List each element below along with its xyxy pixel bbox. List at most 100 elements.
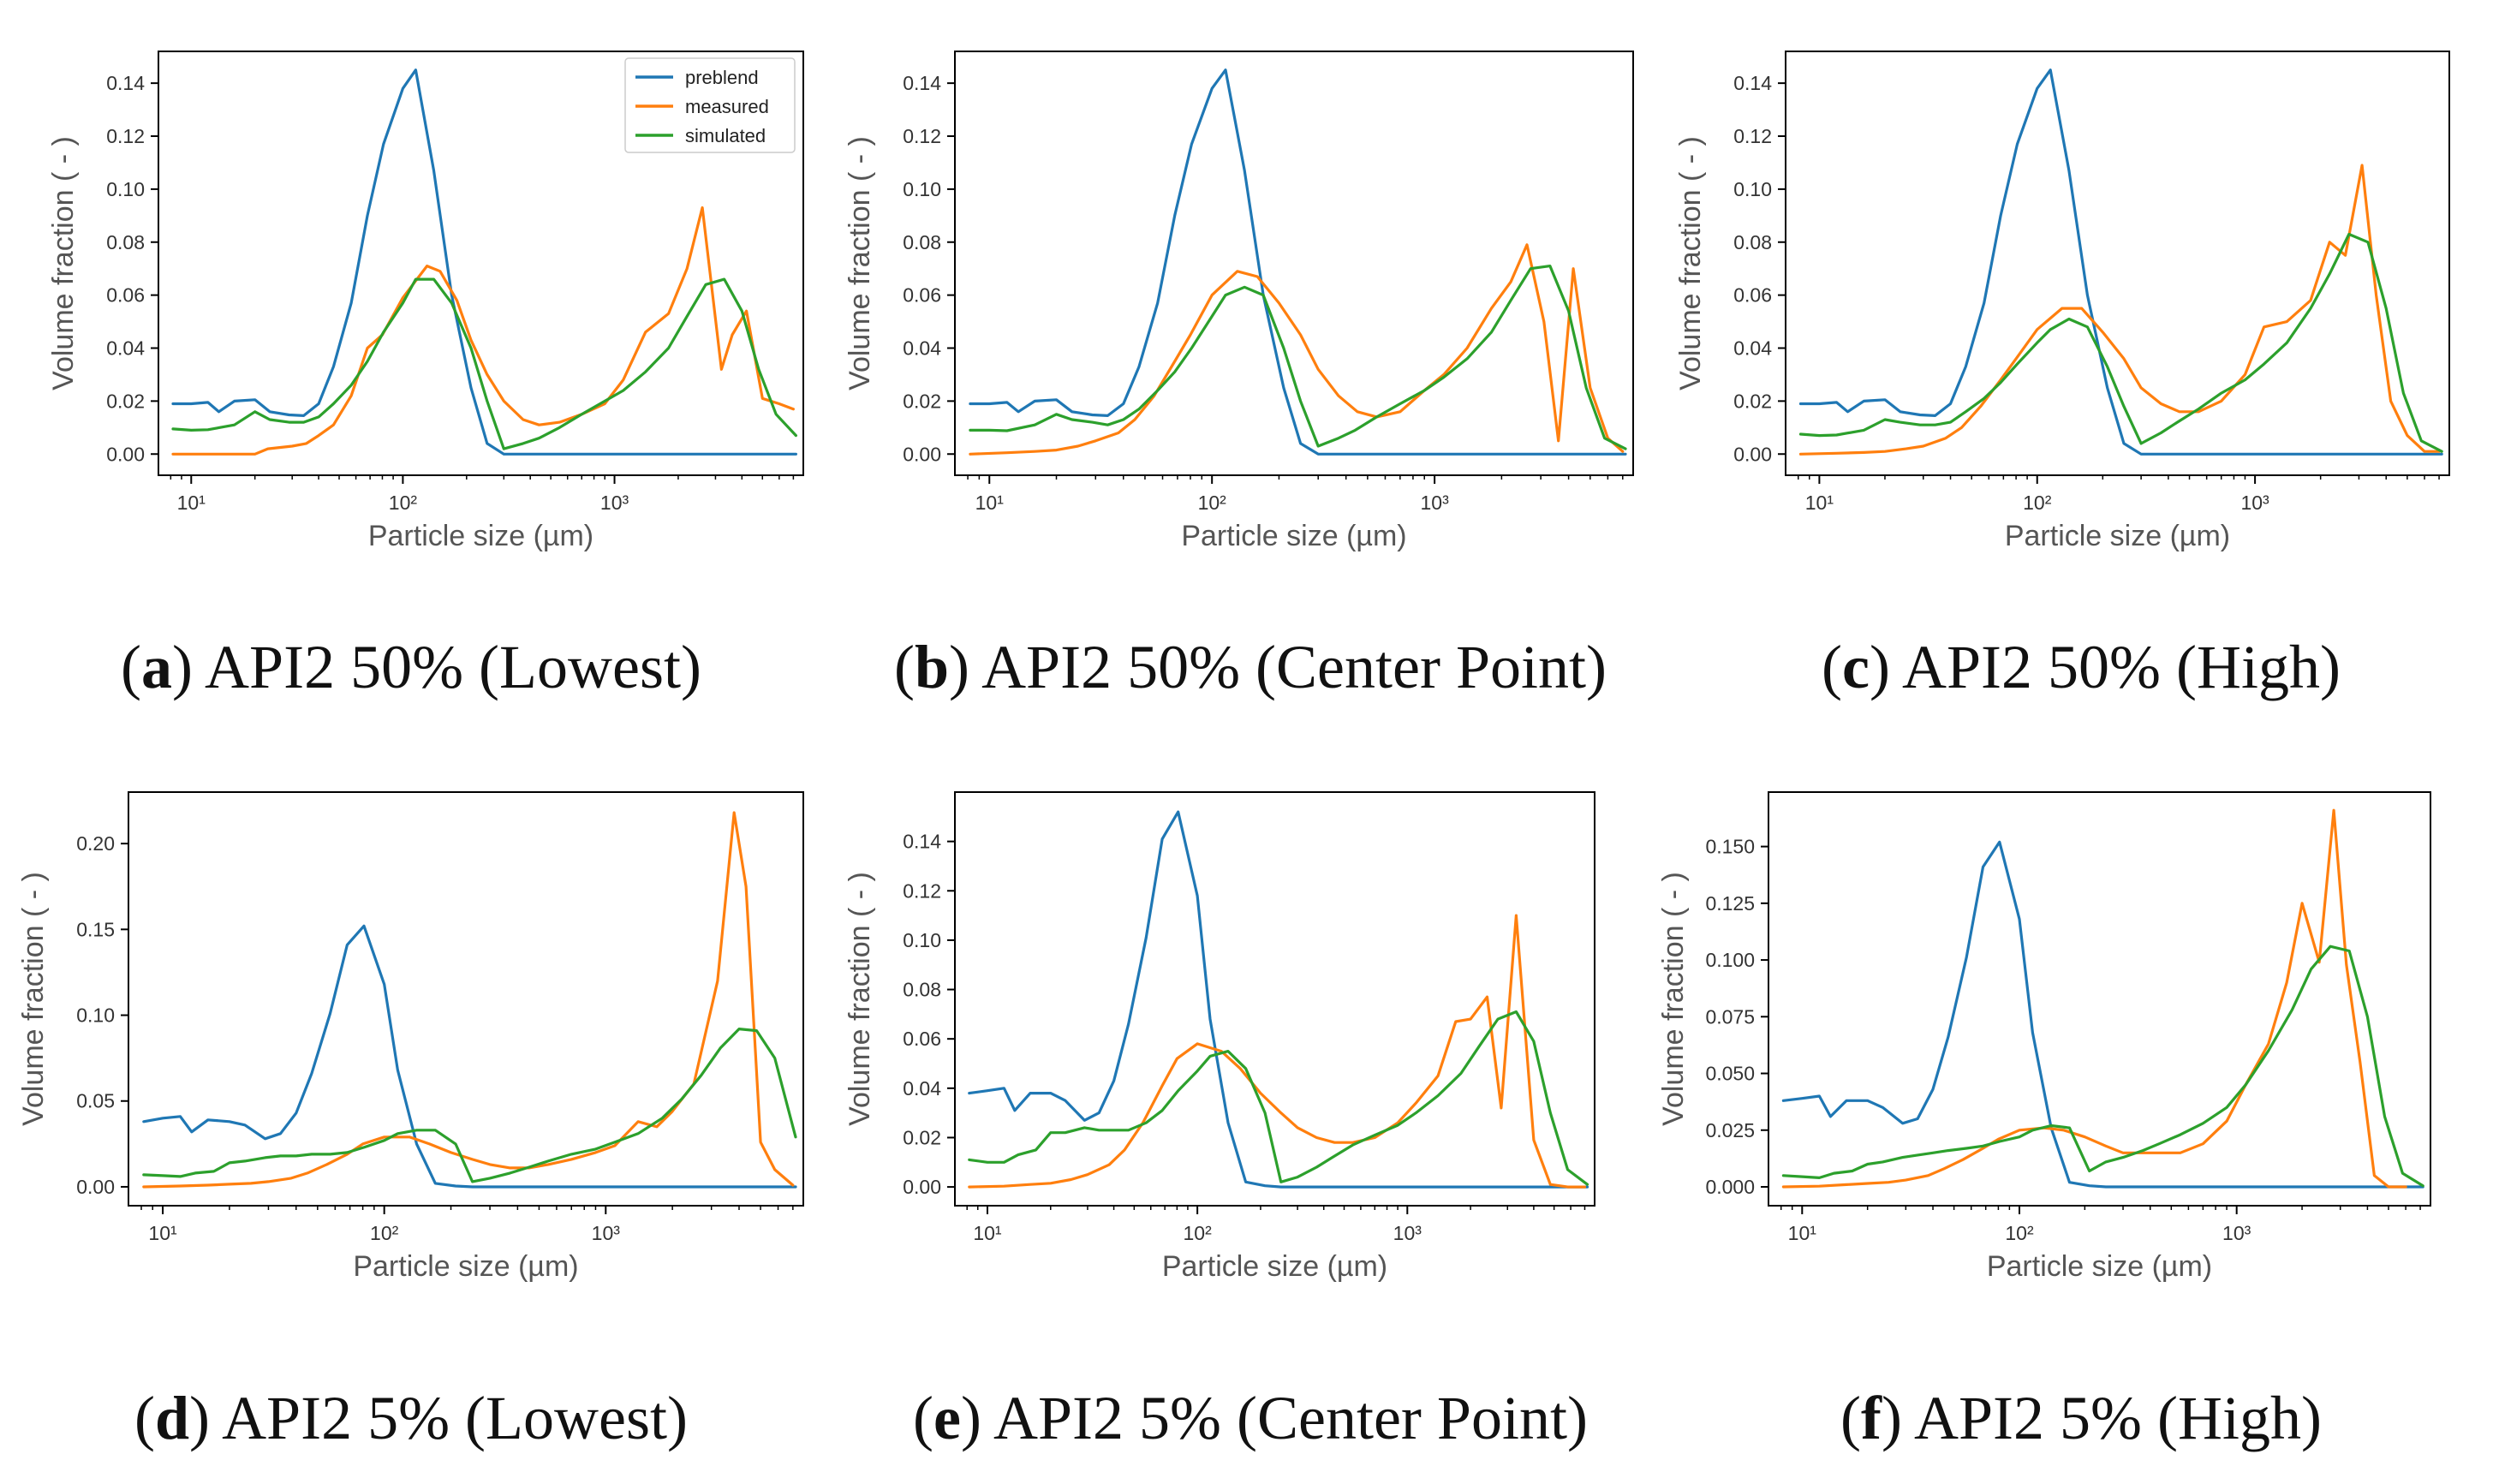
x-tick-label: 10²	[1198, 492, 1227, 514]
x-tick-label: 10²	[2005, 1222, 2034, 1244]
x-tick-label: 10¹	[148, 1222, 177, 1244]
caption-e-text: API2 5% (Center Point)	[993, 1384, 1588, 1452]
plot-frame	[954, 51, 1634, 476]
series-line-simulated	[968, 1010, 1589, 1186]
x-axis-label: Particle size (µm)	[1162, 1250, 1387, 1283]
x-tick-label: 10³	[600, 492, 629, 514]
x-tick-label: 10²	[1184, 1222, 1213, 1244]
legend-label-preblend: preblend	[685, 67, 759, 88]
series-line-measured	[969, 243, 1625, 456]
y-tick-label: 0.04	[903, 337, 941, 360]
y-axis-label: Volume fraction ( - )	[17, 872, 50, 1126]
series-line-measured	[1798, 164, 2441, 456]
series-line-measured	[968, 914, 1587, 1189]
y-tick-label: 0.06	[903, 1028, 941, 1050]
caption-f-letter: f	[1861, 1384, 1882, 1452]
series-line-measured	[1781, 808, 2407, 1189]
x-tick-label: 10¹	[177, 492, 206, 514]
series-line-simulated	[1798, 232, 2443, 453]
y-tick-label: 0.10	[1733, 178, 1772, 200]
y-tick-label: 0.125	[1705, 892, 1755, 915]
series-line-preblend	[1781, 840, 2424, 1189]
plot-frame	[954, 791, 1595, 1207]
y-tick-label: 0.14	[903, 72, 941, 94]
legend: preblend measured simulated	[624, 57, 796, 153]
x-tick-label: 10³	[1420, 492, 1449, 514]
caption-d: (d) API2 5% (Lowest)	[134, 1384, 688, 1452]
x-tick-label: 10¹	[975, 492, 1005, 514]
series-line-preblend	[171, 69, 798, 456]
y-tick-label: 0.12	[106, 125, 145, 147]
plot-frame	[158, 51, 804, 476]
legend-label-measured: measured	[685, 96, 769, 117]
legend-box	[624, 57, 796, 153]
y-tick-label: 0.06	[1733, 284, 1772, 307]
y-tick-label: 0.14	[903, 831, 941, 853]
caption-d-text: API2 5% (Lowest)	[222, 1384, 688, 1452]
y-tick-label: 0.05	[76, 1090, 115, 1112]
y-tick-label: 0.12	[903, 125, 941, 147]
x-axis-label: Particle size (µm)	[2005, 520, 2230, 552]
y-tick-label: 0.14	[1733, 72, 1772, 94]
y-tick-label: 0.15	[76, 918, 115, 940]
caption-e-letter: e	[933, 1384, 961, 1452]
caption-b-letter: b	[915, 633, 950, 701]
y-tick-label: 0.10	[106, 178, 145, 200]
y-tick-label: 0.08	[903, 231, 941, 253]
y-axis-label: Volume fraction ( - )	[844, 872, 876, 1126]
y-tick-label: 0.14	[106, 72, 145, 94]
caption-a-letter: a	[141, 633, 173, 701]
series-line-measured	[171, 206, 796, 456]
caption-a: (a) API2 50% (Lowest)	[121, 633, 701, 701]
y-tick-label: 0.10	[76, 1004, 115, 1027]
panel-e: 0.00 0.02 0.04 0.06 0.08 0.10 0.12 0.14 10¹ 10² 10…	[844, 791, 1595, 1283]
y-tick-label: 0.04	[106, 337, 145, 360]
panel-c: 0.00 0.02 0.04 0.06 0.08 0.10 0.12 0.14 10¹ 10² 10…	[1674, 51, 2450, 552]
y-tick-label: 0.075	[1705, 1005, 1755, 1028]
y-tick-label: 0.150	[1705, 836, 1755, 858]
x-tick-label: 10³	[1393, 1222, 1422, 1244]
series-line-preblend	[969, 69, 1627, 456]
caption-c: (c) API2 50% (High)	[1822, 633, 2341, 701]
series-line-preblend	[1798, 69, 2443, 456]
panel-b: 0.00 0.02 0.04 0.06 0.08 0.10 0.12 0.14 10¹ 10² 10…	[844, 51, 1634, 552]
y-tick-label: 0.08	[1733, 231, 1772, 253]
x-tick-label: 10¹	[1805, 492, 1834, 514]
x-axis-label: Particle size (µm)	[368, 520, 593, 552]
x-tick-label: 10²	[2023, 492, 2052, 514]
caption-b: (b) API2 50% (Center Point)	[894, 633, 1607, 701]
series-line-simulated	[142, 1027, 797, 1183]
series-line-simulated	[171, 277, 798, 450]
caption-d-letter: d	[155, 1384, 190, 1452]
y-tick-label: 0.06	[106, 284, 145, 307]
y-tick-label: 0.00	[106, 443, 145, 465]
plot-frame	[1768, 791, 2431, 1207]
y-tick-label: 0.06	[903, 284, 941, 307]
caption-b-text: API2 50% (Center Point)	[981, 633, 1607, 701]
y-tick-label: 0.12	[903, 879, 941, 902]
panel-d: 0.00 0.05 0.10 0.15 0.20 10¹ 10² 10³ Particle si…	[17, 791, 804, 1283]
series-line-simulated	[1781, 945, 2424, 1188]
plot-frame	[1785, 51, 2450, 476]
y-tick-label: 0.100	[1705, 949, 1755, 971]
series-line-preblend	[968, 810, 1589, 1189]
caption-e: (e) API2 5% (Center Point)	[913, 1384, 1588, 1452]
x-axis-label: Particle size (µm)	[1987, 1250, 2212, 1283]
x-tick-label: 10³	[592, 1222, 621, 1244]
series-line-preblend	[142, 924, 797, 1189]
y-tick-label: 0.10	[903, 178, 941, 200]
y-tick-label: 0.04	[1733, 337, 1772, 360]
y-axis-label: Volume fraction ( - )	[1674, 136, 1707, 390]
y-tick-label: 0.02	[106, 390, 145, 412]
y-tick-label: 0.08	[106, 231, 145, 253]
y-tick-label: 0.00	[903, 443, 941, 465]
y-tick-label: 0.00	[1733, 443, 1772, 465]
caption-c-letter: c	[1842, 633, 1870, 701]
y-axis-label: Volume fraction ( - )	[47, 136, 80, 390]
series-line-measured	[142, 811, 795, 1189]
x-tick-label: 10¹	[1788, 1222, 1817, 1244]
x-tick-label: 10²	[370, 1222, 399, 1244]
y-tick-label: 0.02	[1733, 390, 1772, 412]
x-axis-label: Particle size (µm)	[353, 1250, 578, 1283]
